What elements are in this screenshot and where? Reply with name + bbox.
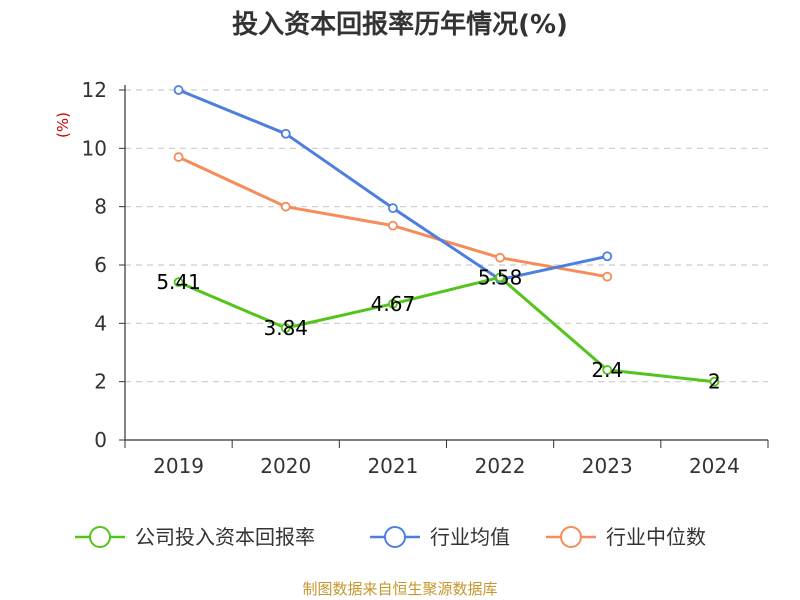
y-tick-label: 2 xyxy=(94,370,107,394)
y-tick-label: 8 xyxy=(94,195,107,219)
data-point xyxy=(173,85,184,95)
data-point xyxy=(602,271,613,282)
source-note: 制图数据来自恒生聚源数据库 xyxy=(302,580,497,598)
legend: 公司投入资本回报率 行业均值 行业中位数 xyxy=(75,525,706,549)
x-tick-label: 2024 xyxy=(689,454,740,478)
x-tick-label: 2021 xyxy=(367,454,418,478)
y-tick-label: 4 xyxy=(94,311,107,335)
legend-marker-0 xyxy=(89,526,111,548)
x-tick-label: 2020 xyxy=(260,454,311,478)
data-point xyxy=(173,152,184,162)
legend-label-1: 行业均值 xyxy=(430,525,510,549)
data-point xyxy=(709,376,720,387)
data-point xyxy=(388,298,398,309)
data-point xyxy=(280,128,291,139)
legend-label-2: 行业中位数 xyxy=(606,525,706,549)
data-point xyxy=(602,251,613,262)
data-point xyxy=(388,203,398,214)
data-label: 2.4 xyxy=(591,358,623,382)
legend-label-0: 公司投入资本回报率 xyxy=(135,525,315,549)
data-point xyxy=(495,272,505,283)
x-tick-label: 2019 xyxy=(153,454,204,478)
data-point xyxy=(280,323,291,333)
data-label: 2 xyxy=(708,370,721,394)
data-label: 5.58 xyxy=(478,265,523,289)
y-tick-label: 6 xyxy=(94,253,107,277)
series-line-0 xyxy=(178,275,715,384)
series-line-1 xyxy=(178,88,608,282)
x-tick-label: 2022 xyxy=(475,454,526,478)
y-tick-label: 12 xyxy=(82,78,107,102)
data-point xyxy=(280,201,291,212)
data-label: 5.41 xyxy=(156,270,201,294)
data-labels: 5.41 3.84 4.67 5.58 2.4 2 xyxy=(156,265,720,393)
y-tick-label: 0 xyxy=(94,428,107,452)
axes: 0 2 4 6 8 10 12 2019 2020 2021 2022 2023 2024 xyxy=(82,78,769,478)
y-tick-label: 10 xyxy=(82,136,107,160)
series-line-2 xyxy=(177,155,608,279)
legend-marker-2 xyxy=(560,526,582,548)
data-point xyxy=(495,252,505,263)
series-layer xyxy=(173,85,720,387)
x-tick-label: 2023 xyxy=(582,454,633,478)
chart-title: 投入资本回报率历年情况(%) xyxy=(232,9,568,40)
data-point xyxy=(173,277,184,288)
legend-marker-1 xyxy=(384,526,406,548)
data-point xyxy=(388,220,398,231)
data-label: 4.67 xyxy=(371,292,416,316)
grid-lines xyxy=(125,89,768,383)
data-point xyxy=(602,365,613,375)
data-label: 3.84 xyxy=(263,316,308,340)
y-axis-label: (%) xyxy=(54,112,72,138)
